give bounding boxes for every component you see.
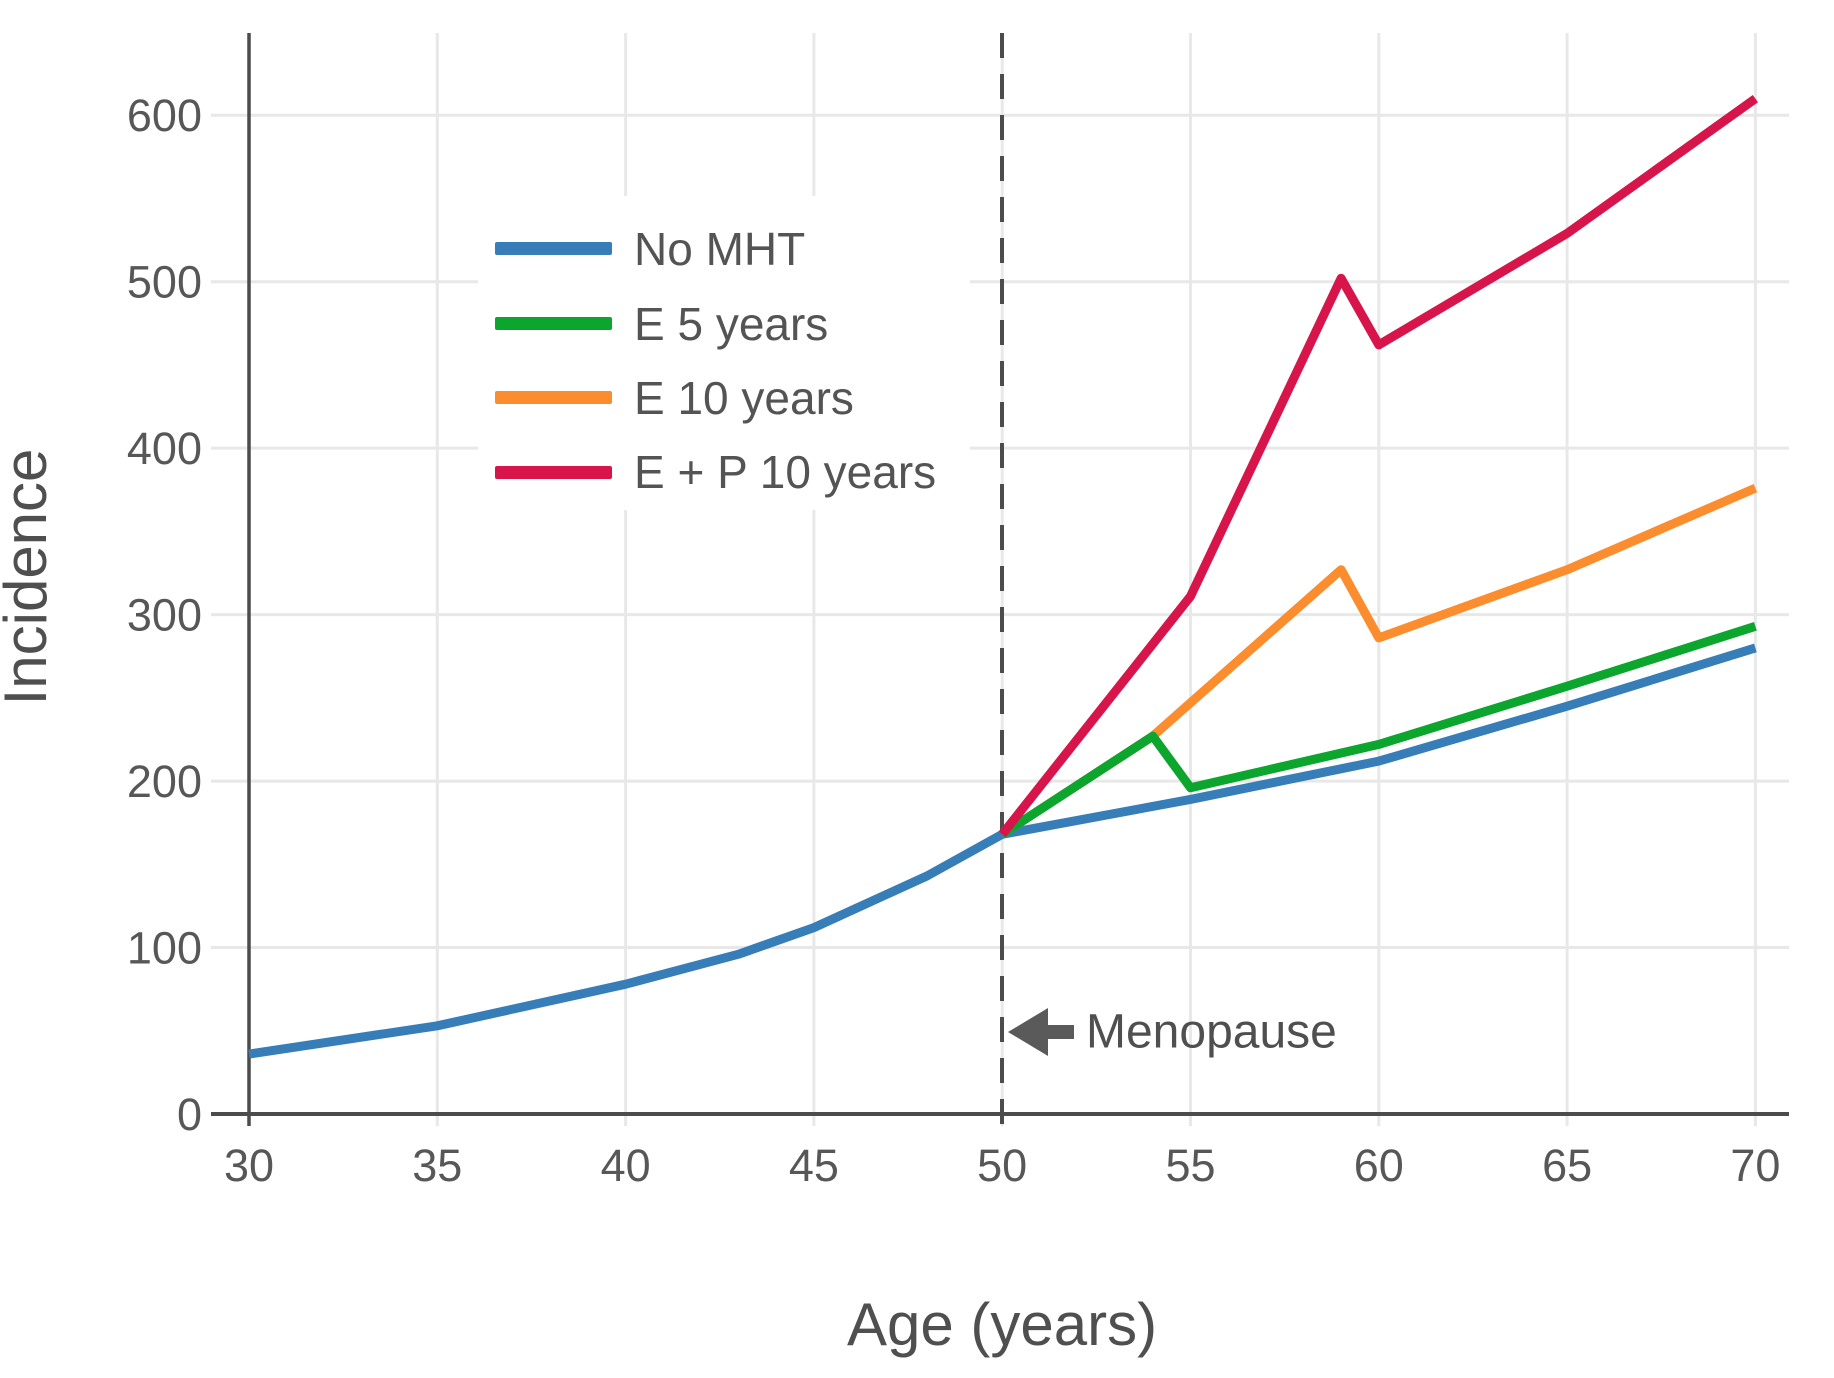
legend-label-e-10-years: E 10 years [634, 372, 854, 424]
series-line-e-p-10-years [998, 94, 1759, 838]
x-tick-label-35: 35 [412, 1140, 462, 1191]
legend-label-no-mht: No MHT [634, 223, 805, 275]
legend-swatch-no-mht [495, 242, 612, 255]
legend-item-e-p-10-years: E + P 10 years [495, 446, 936, 498]
series-lines [248, 94, 1759, 1059]
x-tick-labels: 30 35 40 45 50 55 60 65 70 [224, 1140, 1780, 1191]
legend-item-e-10-years: E 10 years [495, 372, 854, 424]
x-tick-label-70: 70 [1730, 1140, 1780, 1191]
legend-label-e-p-10-years: E + P 10 years [634, 446, 936, 498]
x-tick-label-60: 60 [1354, 1140, 1404, 1191]
legend-label-e-5-years: E 5 years [634, 298, 828, 350]
legend-item-e-5-years: E 5 years [495, 298, 828, 350]
legend-swatch-e-p-10-years [495, 466, 612, 479]
y-tick-label-200: 200 [127, 756, 202, 807]
left-arrow-icon [1008, 1008, 1074, 1056]
x-tick-label-40: 40 [601, 1140, 651, 1191]
y-tick-label-400: 400 [127, 423, 202, 474]
x-axis-title: Age (years) [847, 1291, 1157, 1358]
y-tick-label-500: 500 [127, 257, 202, 308]
menopause-annotation: Menopause [1086, 1006, 1337, 1059]
legend-swatch-e-10-years [495, 391, 612, 404]
y-tick-label-600: 600 [127, 90, 202, 141]
x-tick-label-45: 45 [789, 1140, 839, 1191]
series-line-no-mht [248, 643, 1757, 1059]
series-line-e-5-years [999, 622, 1757, 839]
y-axis-title: Incidence [0, 449, 59, 706]
y-tick-label-0: 0 [177, 1089, 202, 1140]
x-tick-label-55: 55 [1165, 1140, 1215, 1191]
y-tick-label-100: 100 [127, 923, 202, 974]
y-tick-labels: 0 100 200 300 400 500 600 [127, 90, 202, 1140]
y-tick-label-300: 300 [127, 590, 202, 641]
x-tick-label-50: 50 [977, 1140, 1027, 1191]
legend: No MHT E 5 years E 10 years E + P 10 yea… [478, 196, 970, 510]
x-tick-label-30: 30 [224, 1140, 274, 1191]
legend-item-no-mht: No MHT [495, 223, 805, 275]
legend-swatch-e-5-years [495, 317, 612, 330]
x-tick-label-65: 65 [1542, 1140, 1592, 1191]
